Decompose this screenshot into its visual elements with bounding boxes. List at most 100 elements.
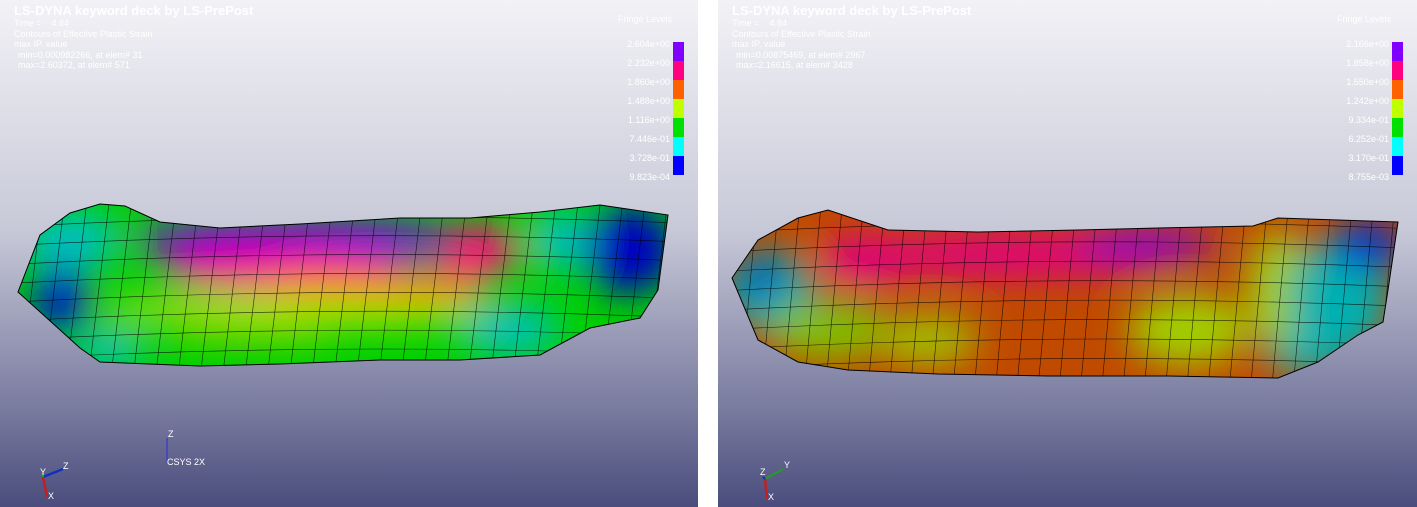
mesh-line — [18, 292, 668, 305]
mesh-line — [732, 280, 1398, 294]
viewport-right[interactable]: LS-DYNA keyword deck by LS-PrePost Time … — [718, 0, 1417, 507]
axis-triad — [762, 468, 784, 500]
mode-label: max IP. value — [732, 39, 786, 49]
mesh-line — [18, 204, 21, 366]
legend-swatch — [1392, 156, 1403, 175]
legend-swatch — [1392, 99, 1403, 118]
legend-level: 9.334e-01 — [1348, 115, 1389, 125]
triad-x-label: X — [48, 491, 55, 501]
legend-swatch — [673, 156, 684, 175]
fringe-legend: Fringe Levels 2.604e+00 2.232e+00 1.860e… — [588, 14, 678, 182]
mesh-line — [18, 310, 668, 324]
mesh-line — [18, 254, 668, 267]
mesh-line — [732, 319, 1398, 332]
mesh-line — [535, 204, 557, 366]
mesh-line — [1017, 210, 1034, 378]
legend-level: 1.116e+00 — [627, 115, 670, 125]
mesh-line — [732, 241, 1398, 255]
mesh-line — [223, 204, 244, 366]
mesh-line — [290, 204, 311, 366]
mesh-line — [889, 210, 907, 378]
legend-swatch — [1392, 61, 1403, 80]
legend-swatch — [673, 61, 684, 80]
mesh-line — [910, 210, 928, 378]
viewport-left[interactable]: LS-DYNA keyword deck by LS-PrePost Time … — [0, 0, 698, 507]
mesh-line — [783, 210, 801, 378]
legend-level: 1.242e+00 — [1346, 96, 1389, 106]
mesh-line — [491, 204, 512, 366]
triad-y-label: Y — [784, 460, 791, 470]
contour-label: Contours of Effective Plastic Strain — [732, 28, 871, 39]
info-block: LS-DYNA keyword deck by LS-PrePost Time … — [732, 4, 971, 71]
mesh-line — [156, 204, 177, 366]
mesh-line — [1400, 205, 1416, 380]
mesh-line — [401, 204, 423, 366]
mesh-line — [732, 299, 1398, 313]
triad-z-label: Z — [760, 467, 766, 477]
mesh-line — [953, 210, 971, 378]
info-block: LS-DYNA keyword deck by LS-PrePost Time … — [14, 4, 253, 71]
triad-z-label: Z — [63, 461, 69, 471]
max-label: max=2.16615, at elem# 3428 — [736, 60, 853, 70]
mesh-line — [18, 273, 668, 286]
legend-level: 8.755e-03 — [1348, 172, 1389, 182]
legend-swatch — [1392, 80, 1403, 99]
mesh-line — [1123, 210, 1141, 378]
mesh-line — [424, 204, 445, 366]
legend-swatch — [673, 99, 684, 118]
time-value: 4.84 — [51, 18, 69, 28]
max-label: max=2.60372, at elem# 571 — [18, 60, 130, 70]
mesh-line — [1102, 210, 1119, 378]
mesh-line — [1080, 210, 1098, 378]
mesh-line — [1293, 210, 1311, 378]
mesh-line — [133, 204, 155, 366]
mesh-line — [1314, 210, 1332, 378]
legend-level: 1.550e+00 — [1346, 77, 1389, 87]
mode-label: max IP. value — [14, 39, 68, 49]
mesh-line — [1272, 210, 1289, 378]
time-value: 4.84 — [769, 18, 787, 28]
time-readout: Time = 4.84 — [732, 18, 971, 29]
legend-swatch — [673, 118, 684, 137]
mesh-line — [670, 200, 690, 370]
mesh-line — [732, 210, 737, 378]
min-label: min=0.00875469, at elem# 2967 — [736, 49, 866, 60]
mesh-line — [18, 235, 668, 249]
mesh-line — [558, 204, 579, 366]
mesh-line — [868, 210, 886, 378]
legend-swatch — [1392, 137, 1403, 156]
mesh-line — [446, 204, 467, 366]
fringe-legend: Fringe Levels 2.166e+00 1.858e+00 1.550e… — [1307, 14, 1397, 182]
min-label: min=0.000982266, at elem# 31 — [18, 49, 143, 60]
mesh-line — [312, 204, 333, 366]
legend-title: Fringe Levels — [1336, 14, 1391, 24]
time-label: Time = — [14, 18, 42, 28]
mesh-line — [804, 210, 822, 378]
mesh-line — [1038, 210, 1056, 378]
mesh-line — [245, 204, 266, 366]
mesh-line — [1229, 210, 1247, 378]
triad-x-label: X — [768, 492, 775, 502]
mesh-line — [334, 204, 356, 366]
mesh-line — [1250, 210, 1268, 378]
time-label: Time = — [732, 18, 760, 28]
deformed-mesh-left — [17, 200, 690, 370]
mesh-line — [357, 204, 378, 366]
legend-level: 2.232e+00 — [627, 58, 670, 68]
mesh-line — [974, 210, 992, 378]
axis-triad — [41, 467, 64, 498]
legend-swatch — [673, 137, 684, 156]
mesh-line — [178, 204, 199, 366]
mesh-line — [995, 210, 1013, 378]
title: LS-DYNA keyword deck by LS-PrePost — [732, 3, 972, 18]
mesh-line — [1165, 210, 1183, 378]
mesh-line — [1144, 210, 1162, 378]
mesh-line — [89, 204, 110, 366]
mesh-line — [1059, 210, 1077, 378]
legend-title: Fringe Levels — [617, 14, 672, 24]
legend-swatch — [1392, 118, 1403, 137]
mesh-line — [1187, 210, 1204, 378]
mesh-line — [825, 210, 843, 378]
csys-label: CSYS 2X — [167, 457, 206, 467]
csys-z-label: Z — [168, 429, 174, 439]
